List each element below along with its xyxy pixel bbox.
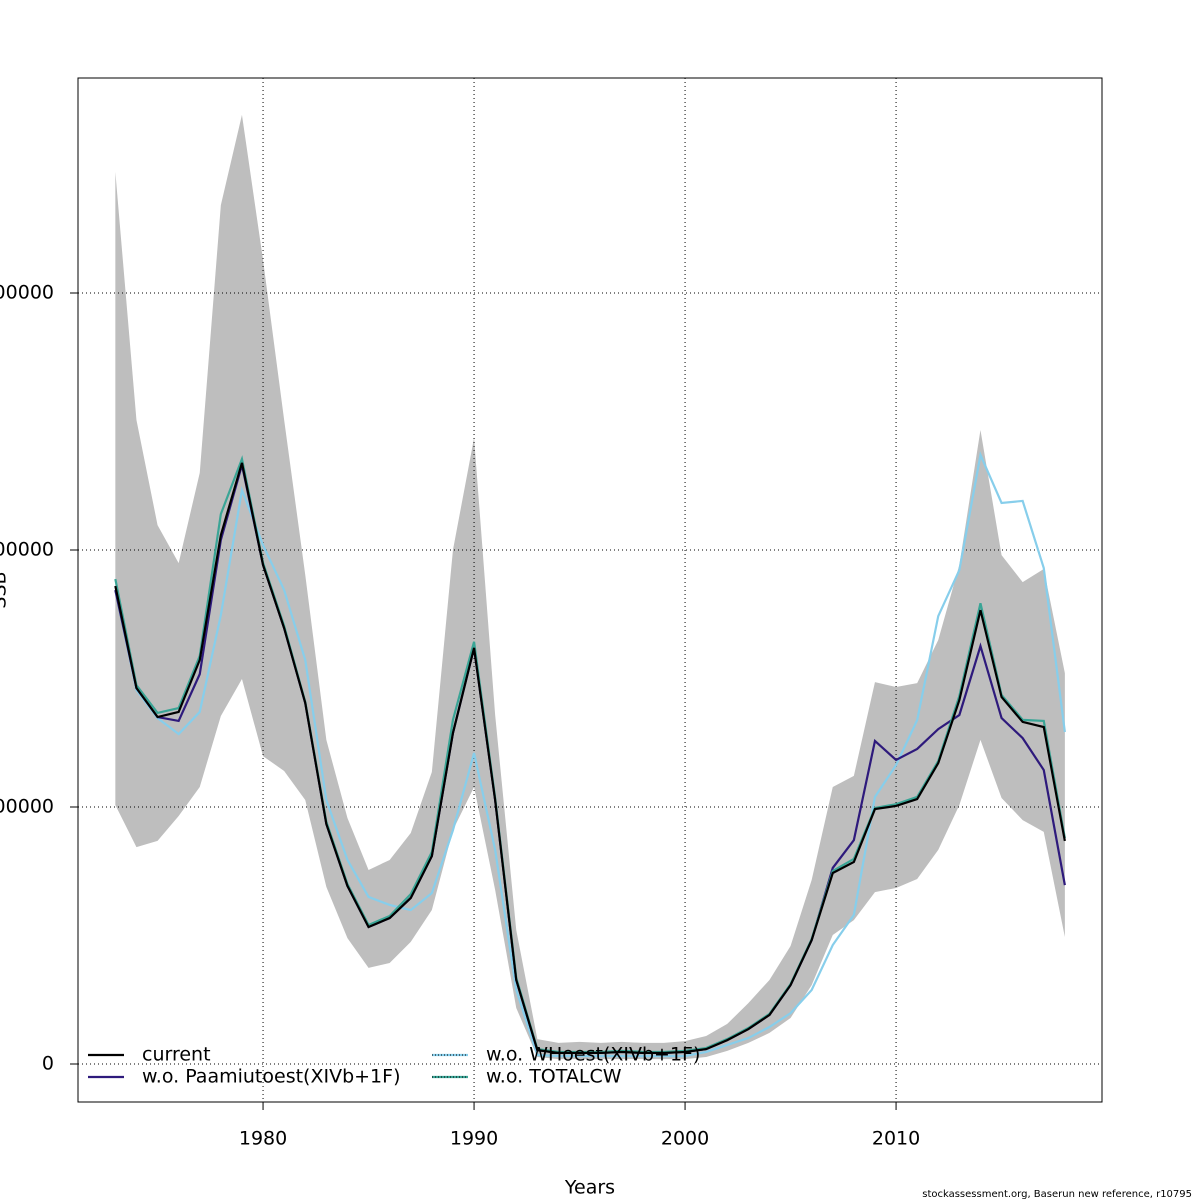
y-tick-label: 200000 [0, 539, 54, 561]
legend-label: w.o. Paamiutoest(XIVb+1F) [142, 1066, 400, 1088]
legend-label: w.o. WHoest(XIVb+1F) [486, 1044, 700, 1066]
footer: stockassessment.org, Baserun new referen… [922, 1189, 1192, 1200]
plot-frame [77, 77, 1103, 1103]
x-axis-label: Years [564, 1177, 615, 1199]
y-tick-label: 0 [42, 1053, 54, 1075]
legend-label: w.o. TOTALCW [486, 1066, 622, 1088]
x-tick-label: 1980 [239, 1128, 287, 1150]
series-line [114, 451, 1066, 1058]
confidence-band [115, 114, 1065, 1060]
series-line [114, 462, 1066, 1055]
legend-label: current [142, 1044, 211, 1066]
x-tick-label: 2010 [872, 1128, 920, 1150]
y-tick-label: 300000 [0, 282, 54, 304]
x-tick-label: 2000 [661, 1128, 709, 1150]
y-axis-label: SSB [0, 571, 11, 608]
x-tick-label: 1990 [450, 1128, 498, 1150]
